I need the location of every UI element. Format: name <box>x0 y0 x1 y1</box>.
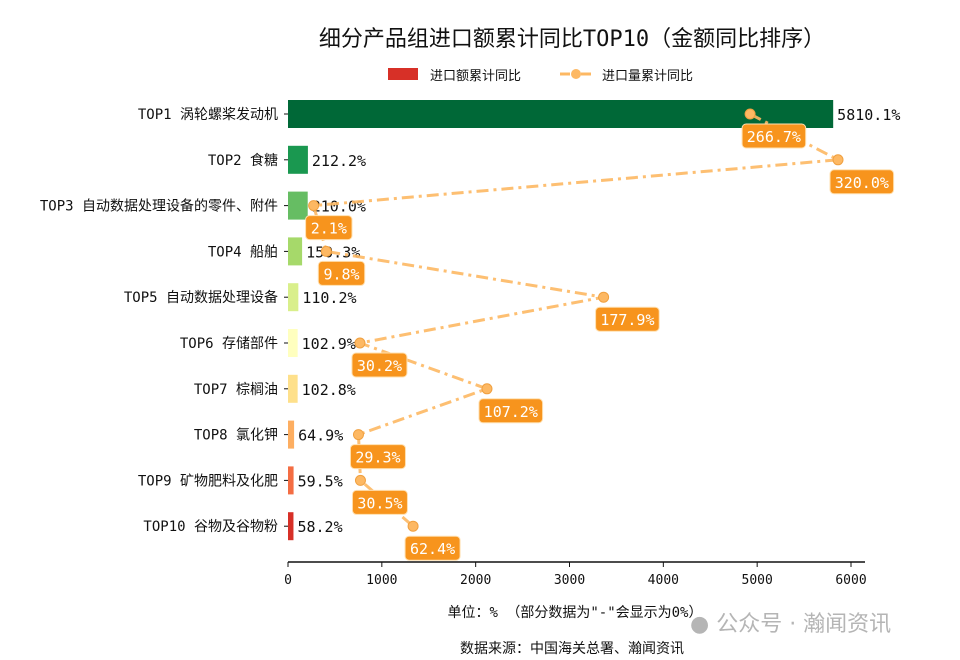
source-note: 数据来源：中国海关总署、瀚闻资讯 <box>460 641 684 657</box>
bar-data-label: 212.2% <box>312 152 366 170</box>
bar <box>288 466 294 495</box>
legend-bar-label: 进口额累计同比 <box>430 69 521 84</box>
bar <box>288 374 298 403</box>
bar <box>288 191 308 220</box>
line-point <box>744 108 756 120</box>
bar-data-label: 102.9% <box>302 335 356 353</box>
legend-bar-swatch <box>388 68 418 80</box>
bar-data-label: 64.9% <box>298 427 343 445</box>
line-point <box>354 474 366 486</box>
bar-data-label: 59.5% <box>298 472 343 490</box>
watermark-text: 公众号 · 瀚闻资讯 <box>716 612 892 637</box>
line-data-label-box <box>741 123 807 149</box>
bar-data-label: 5810.1% <box>837 106 900 124</box>
line-data-label-box <box>478 398 544 424</box>
line-point <box>308 200 320 212</box>
x-axis-label: 单位：% （部分数据为"-"会显示为0%） <box>447 605 702 621</box>
line-data-label-box <box>305 215 353 241</box>
y-tick-label: TOP9 矿物肥料及化肥 <box>138 473 278 489</box>
line-series <box>311 112 844 528</box>
y-tick-label: TOP8 氯化钾 <box>194 428 278 444</box>
bar <box>288 237 303 266</box>
y-tick-label: TOP7 棕榈油 <box>194 382 278 398</box>
bar <box>288 100 834 128</box>
line-point <box>481 383 493 395</box>
line-data-label: 62.4% <box>410 540 455 558</box>
watermark: ● 公众号 · 瀚闻资讯 <box>690 606 891 638</box>
line-data-label: 30.2% <box>357 357 402 375</box>
y-tick-label: TOP10 谷物及谷物粉 <box>143 519 278 535</box>
line-data-label-box <box>595 306 660 332</box>
line-point <box>407 520 419 532</box>
line-point <box>320 245 332 257</box>
bar <box>288 512 294 541</box>
wechat-icon: ● <box>690 612 710 637</box>
x-tick-label: 4000 <box>648 573 679 588</box>
line-point <box>354 337 366 349</box>
x-tick-label: 2000 <box>460 573 491 588</box>
bar-data-label: 110.2% <box>302 289 356 307</box>
line-point <box>598 291 610 303</box>
line-data-label: 320.0% <box>835 174 889 192</box>
line-data-label: 177.9% <box>600 311 654 329</box>
bar <box>288 283 299 312</box>
line-data-label: 107.2% <box>484 403 538 421</box>
line-data-label-box <box>349 444 406 470</box>
bar-data-label: 102.8% <box>302 381 356 399</box>
x-tick-label: 0 <box>284 573 292 588</box>
x-tick-label: 6000 <box>835 573 866 588</box>
line-point <box>352 429 364 441</box>
y-tick-label: TOP1 涡轮螺桨发动机 <box>138 106 278 123</box>
line-data-label: 266.7% <box>747 128 801 146</box>
line-data-label-box <box>351 352 408 378</box>
bar <box>288 329 298 357</box>
line-data-label: 9.8% <box>323 265 359 283</box>
line-data-label-box <box>317 260 366 286</box>
y-tick-label: TOP2 食糖 <box>208 152 278 169</box>
line-point <box>832 154 844 166</box>
line-data-label-box <box>829 169 895 195</box>
bar-data-label: 58.2% <box>297 518 342 536</box>
line-data-label-box <box>351 489 408 515</box>
bar <box>288 420 295 449</box>
y-tick-label: TOP6 存储部件 <box>180 336 278 352</box>
y-tick-label: TOP4 船舶 <box>208 244 278 260</box>
bar <box>288 145 308 174</box>
line-data-label: 29.3% <box>355 449 400 467</box>
legend-line-label: 进口量累计同比 <box>602 69 693 84</box>
x-tick-label: 1000 <box>366 573 397 588</box>
line-data-label: 30.5% <box>357 494 402 512</box>
y-tick-label: TOP5 自动数据处理设备 <box>124 289 278 306</box>
x-tick-label: 5000 <box>742 573 773 588</box>
chart-title: 细分产品组进口额累计同比TOP10（金额同比排序） <box>319 27 825 52</box>
line-data-label-box <box>404 535 461 561</box>
y-tick-label: TOP3 自动数据处理设备的零件、附件 <box>40 198 278 215</box>
x-tick-label: 3000 <box>554 573 585 588</box>
line-data-label: 2.1% <box>311 220 347 238</box>
legend-line-marker <box>571 69 581 79</box>
